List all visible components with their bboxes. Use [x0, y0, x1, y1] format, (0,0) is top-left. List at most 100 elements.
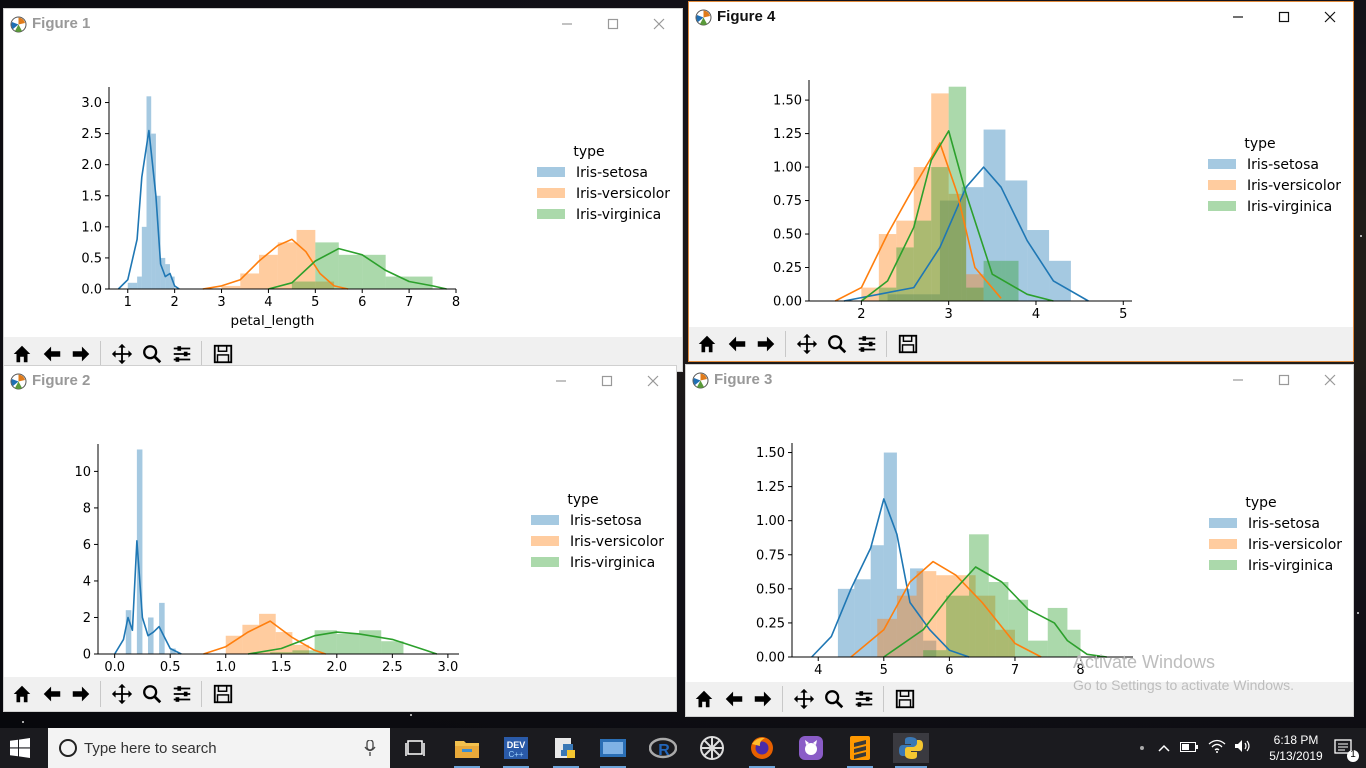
histogram-bar-setosa — [141, 226, 147, 289]
pan-button[interactable] — [794, 331, 820, 357]
close-button[interactable] — [630, 366, 676, 396]
home-button[interactable] — [691, 686, 717, 712]
window-title-bar[interactable]: Figure 1 — [4, 9, 682, 39]
action-center-button[interactable]: 1 — [1326, 728, 1366, 768]
pan-button[interactable] — [791, 686, 817, 712]
wifi-icon[interactable] — [1208, 739, 1226, 758]
y-tick-label: 0.75 — [773, 194, 802, 209]
y-tick-label: 0.0 — [81, 283, 102, 298]
close-button[interactable] — [636, 9, 682, 39]
configure-subplots-button[interactable] — [169, 341, 195, 367]
maximize-icon — [1278, 374, 1290, 386]
maximize-button[interactable] — [1261, 2, 1307, 32]
save-button[interactable] — [210, 681, 236, 707]
maximize-button[interactable] — [1261, 365, 1307, 395]
file-explorer-icon[interactable] — [452, 733, 482, 768]
y-tick-label: 1.0 — [81, 220, 102, 235]
figure-3-window[interactable]: Figure 3 4 5 6 7 8 0.00 0.25 0.50 0.75 1.00 1.25 1.5… — [685, 364, 1354, 717]
zoom-button[interactable] — [821, 686, 847, 712]
home-button[interactable] — [694, 331, 720, 357]
virtualbox-icon[interactable] — [598, 733, 628, 768]
kde-curve-setosa — [117, 129, 180, 290]
minimize-button[interactable] — [538, 366, 584, 396]
back-arrow-icon — [723, 688, 745, 710]
pan-button[interactable] — [109, 681, 135, 707]
taskbar-search-box[interactable]: Type here to search — [48, 728, 390, 768]
histogram-bar-setosa — [870, 545, 884, 657]
zoom-button[interactable] — [139, 681, 165, 707]
window-title: Figure 4 — [717, 8, 776, 25]
histogram-bar-setosa — [146, 96, 152, 289]
volume-icon[interactable] — [1234, 739, 1252, 758]
kde-curve-setosa — [843, 166, 1089, 302]
figure-canvas[interactable]: 1 2 3 4 5 6 7 8 0.0 0.5 1.0 1.5 2.0 2.5 3.0 petal_lengt… — [4, 39, 683, 339]
star-decoration — [1357, 612, 1359, 614]
pinwheel-app-icon[interactable] — [697, 733, 727, 763]
firefox-icon[interactable] — [747, 733, 777, 768]
task-view-icon[interactable] — [401, 733, 431, 763]
microphone-icon[interactable] — [364, 739, 376, 757]
configure-subplots-button[interactable] — [851, 686, 877, 712]
figure-2-window[interactable]: Figure 20.00.51.01.52.02.53.00246810peta… — [3, 365, 677, 712]
figure-1-window[interactable]: Figure 1 1 2 3 4 5 6 7 8 0.0 0.5 1.0 1.5 2.0 2.5 3.0 pet… — [3, 8, 683, 372]
save-button[interactable] — [895, 331, 921, 357]
close-button[interactable] — [1307, 2, 1353, 32]
battery-icon[interactable] — [1180, 739, 1198, 757]
back-arrow-button[interactable] — [39, 681, 65, 707]
forward-arrow-button[interactable] — [750, 686, 776, 712]
histogram-bar-virginica — [966, 287, 984, 301]
close-button[interactable] — [1307, 365, 1353, 395]
window-title-bar[interactable]: Figure 4 — [689, 2, 1353, 32]
x-tick-label: 0.5 — [160, 660, 181, 675]
forward-arrow-button[interactable] — [753, 331, 779, 357]
histogram-bar-virginica — [270, 652, 293, 654]
zoom-button[interactable] — [824, 331, 850, 357]
forward-arrow-button[interactable] — [68, 341, 94, 367]
x-tick-label: 4 — [814, 663, 822, 678]
histogram-bar-setosa — [939, 200, 962, 301]
minimize-button[interactable] — [1215, 2, 1261, 32]
figure-4-window[interactable]: Figure 4 2 3 4 5 0.00 0.25 0.50 0.75 1.00 1.25 1.50… — [688, 1, 1354, 362]
histogram-bar-versicolor — [896, 595, 917, 657]
taskbar-clock[interactable]: 6:18 PM 5/13/2019 — [1268, 732, 1324, 764]
legend-swatch-setosa — [537, 167, 565, 177]
forward-arrow-button[interactable] — [68, 681, 94, 707]
tray-chevron-up-icon[interactable] — [1158, 739, 1170, 757]
r-gui-icon[interactable]: R — [648, 733, 678, 763]
histogram-bar-virginica — [315, 242, 339, 289]
window-title-bar[interactable]: Figure 2 — [4, 366, 676, 396]
maximize-button[interactable] — [584, 366, 630, 396]
dev-cpp-icon[interactable]: DEV C++ — [501, 733, 531, 768]
back-arrow-button[interactable] — [721, 686, 747, 712]
navigation-toolbar — [689, 327, 1353, 361]
windows-start-icon[interactable] — [10, 738, 30, 758]
python-icon[interactable] — [893, 733, 929, 768]
y-tick-label: 0.50 — [773, 228, 802, 243]
zoom-button[interactable] — [139, 341, 165, 367]
figure-canvas[interactable]: 456780.000.250.500.751.001.251.50sepal_l… — [686, 395, 1354, 684]
home-button[interactable] — [9, 341, 35, 367]
figure-canvas[interactable]: 0.00.51.01.52.02.53.00246810petal_widtht… — [4, 396, 677, 679]
save-button[interactable] — [210, 341, 236, 367]
minimize-button[interactable] — [544, 9, 590, 39]
maximize-button[interactable] — [590, 9, 636, 39]
window-title-bar[interactable]: Figure 3 — [686, 365, 1353, 395]
histogram-bar-setosa — [160, 257, 166, 289]
maximize-icon — [1278, 11, 1290, 23]
configure-subplots-button[interactable] — [169, 681, 195, 707]
histogram-bar-setosa — [837, 588, 855, 657]
pan-icon — [111, 683, 133, 705]
configure-subplots-button[interactable] — [854, 331, 880, 357]
pan-button[interactable] — [109, 341, 135, 367]
home-button[interactable] — [9, 681, 35, 707]
python-idle-icon[interactable] — [551, 733, 581, 768]
sublime-text-icon[interactable] — [845, 733, 875, 768]
minimize-button[interactable] — [1215, 365, 1261, 395]
back-arrow-button[interactable] — [724, 331, 750, 357]
figure-canvas[interactable]: 23450.000.250.500.751.001.251.50sepal_wi… — [689, 32, 1354, 329]
save-button[interactable] — [892, 686, 918, 712]
back-arrow-button[interactable] — [39, 341, 65, 367]
histogram-bar-virginica — [409, 276, 433, 289]
github-desktop-icon[interactable] — [796, 733, 826, 763]
legend-swatch-setosa — [1209, 518, 1237, 528]
